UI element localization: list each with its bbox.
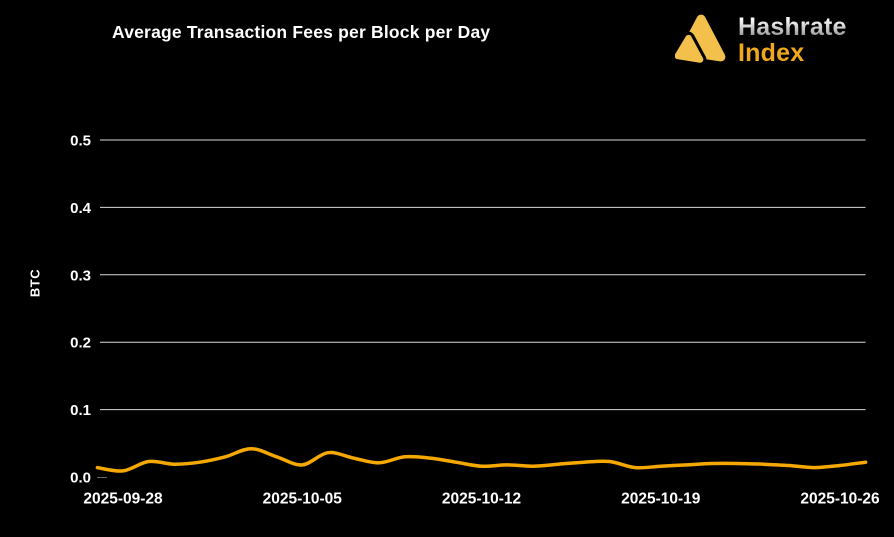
y-tick-label: 0.3	[70, 267, 91, 284]
logo-word-index: Index	[738, 38, 805, 67]
y-tick-label: 0.0	[70, 470, 91, 487]
logo-wordmark: Hashrate Index	[738, 13, 847, 67]
x-tick-label: 2025-10-05	[263, 491, 343, 508]
y-tick-label: 0.4	[70, 200, 92, 217]
x-tick-label: 2025-10-19	[621, 491, 701, 508]
y-tick-label: 0.1	[70, 402, 91, 419]
y-tick-label: 0.5	[70, 133, 91, 150]
avg-fees-line	[95, 446, 868, 473]
y-tick-label: 0.2	[70, 335, 91, 352]
hashrate-index-logo: Hashrate Index	[671, 9, 847, 72]
x-tick-label: 2025-10-26	[800, 491, 880, 508]
hashrate-index-triangles-icon	[671, 9, 729, 72]
chart-title: Average Transaction Fees per Block per D…	[112, 22, 491, 42]
x-tick-label: 2025-10-12	[442, 491, 521, 508]
x-tick-label: 2025-09-28	[83, 491, 163, 508]
logo-word-hashrate: Hashrate	[738, 13, 847, 41]
